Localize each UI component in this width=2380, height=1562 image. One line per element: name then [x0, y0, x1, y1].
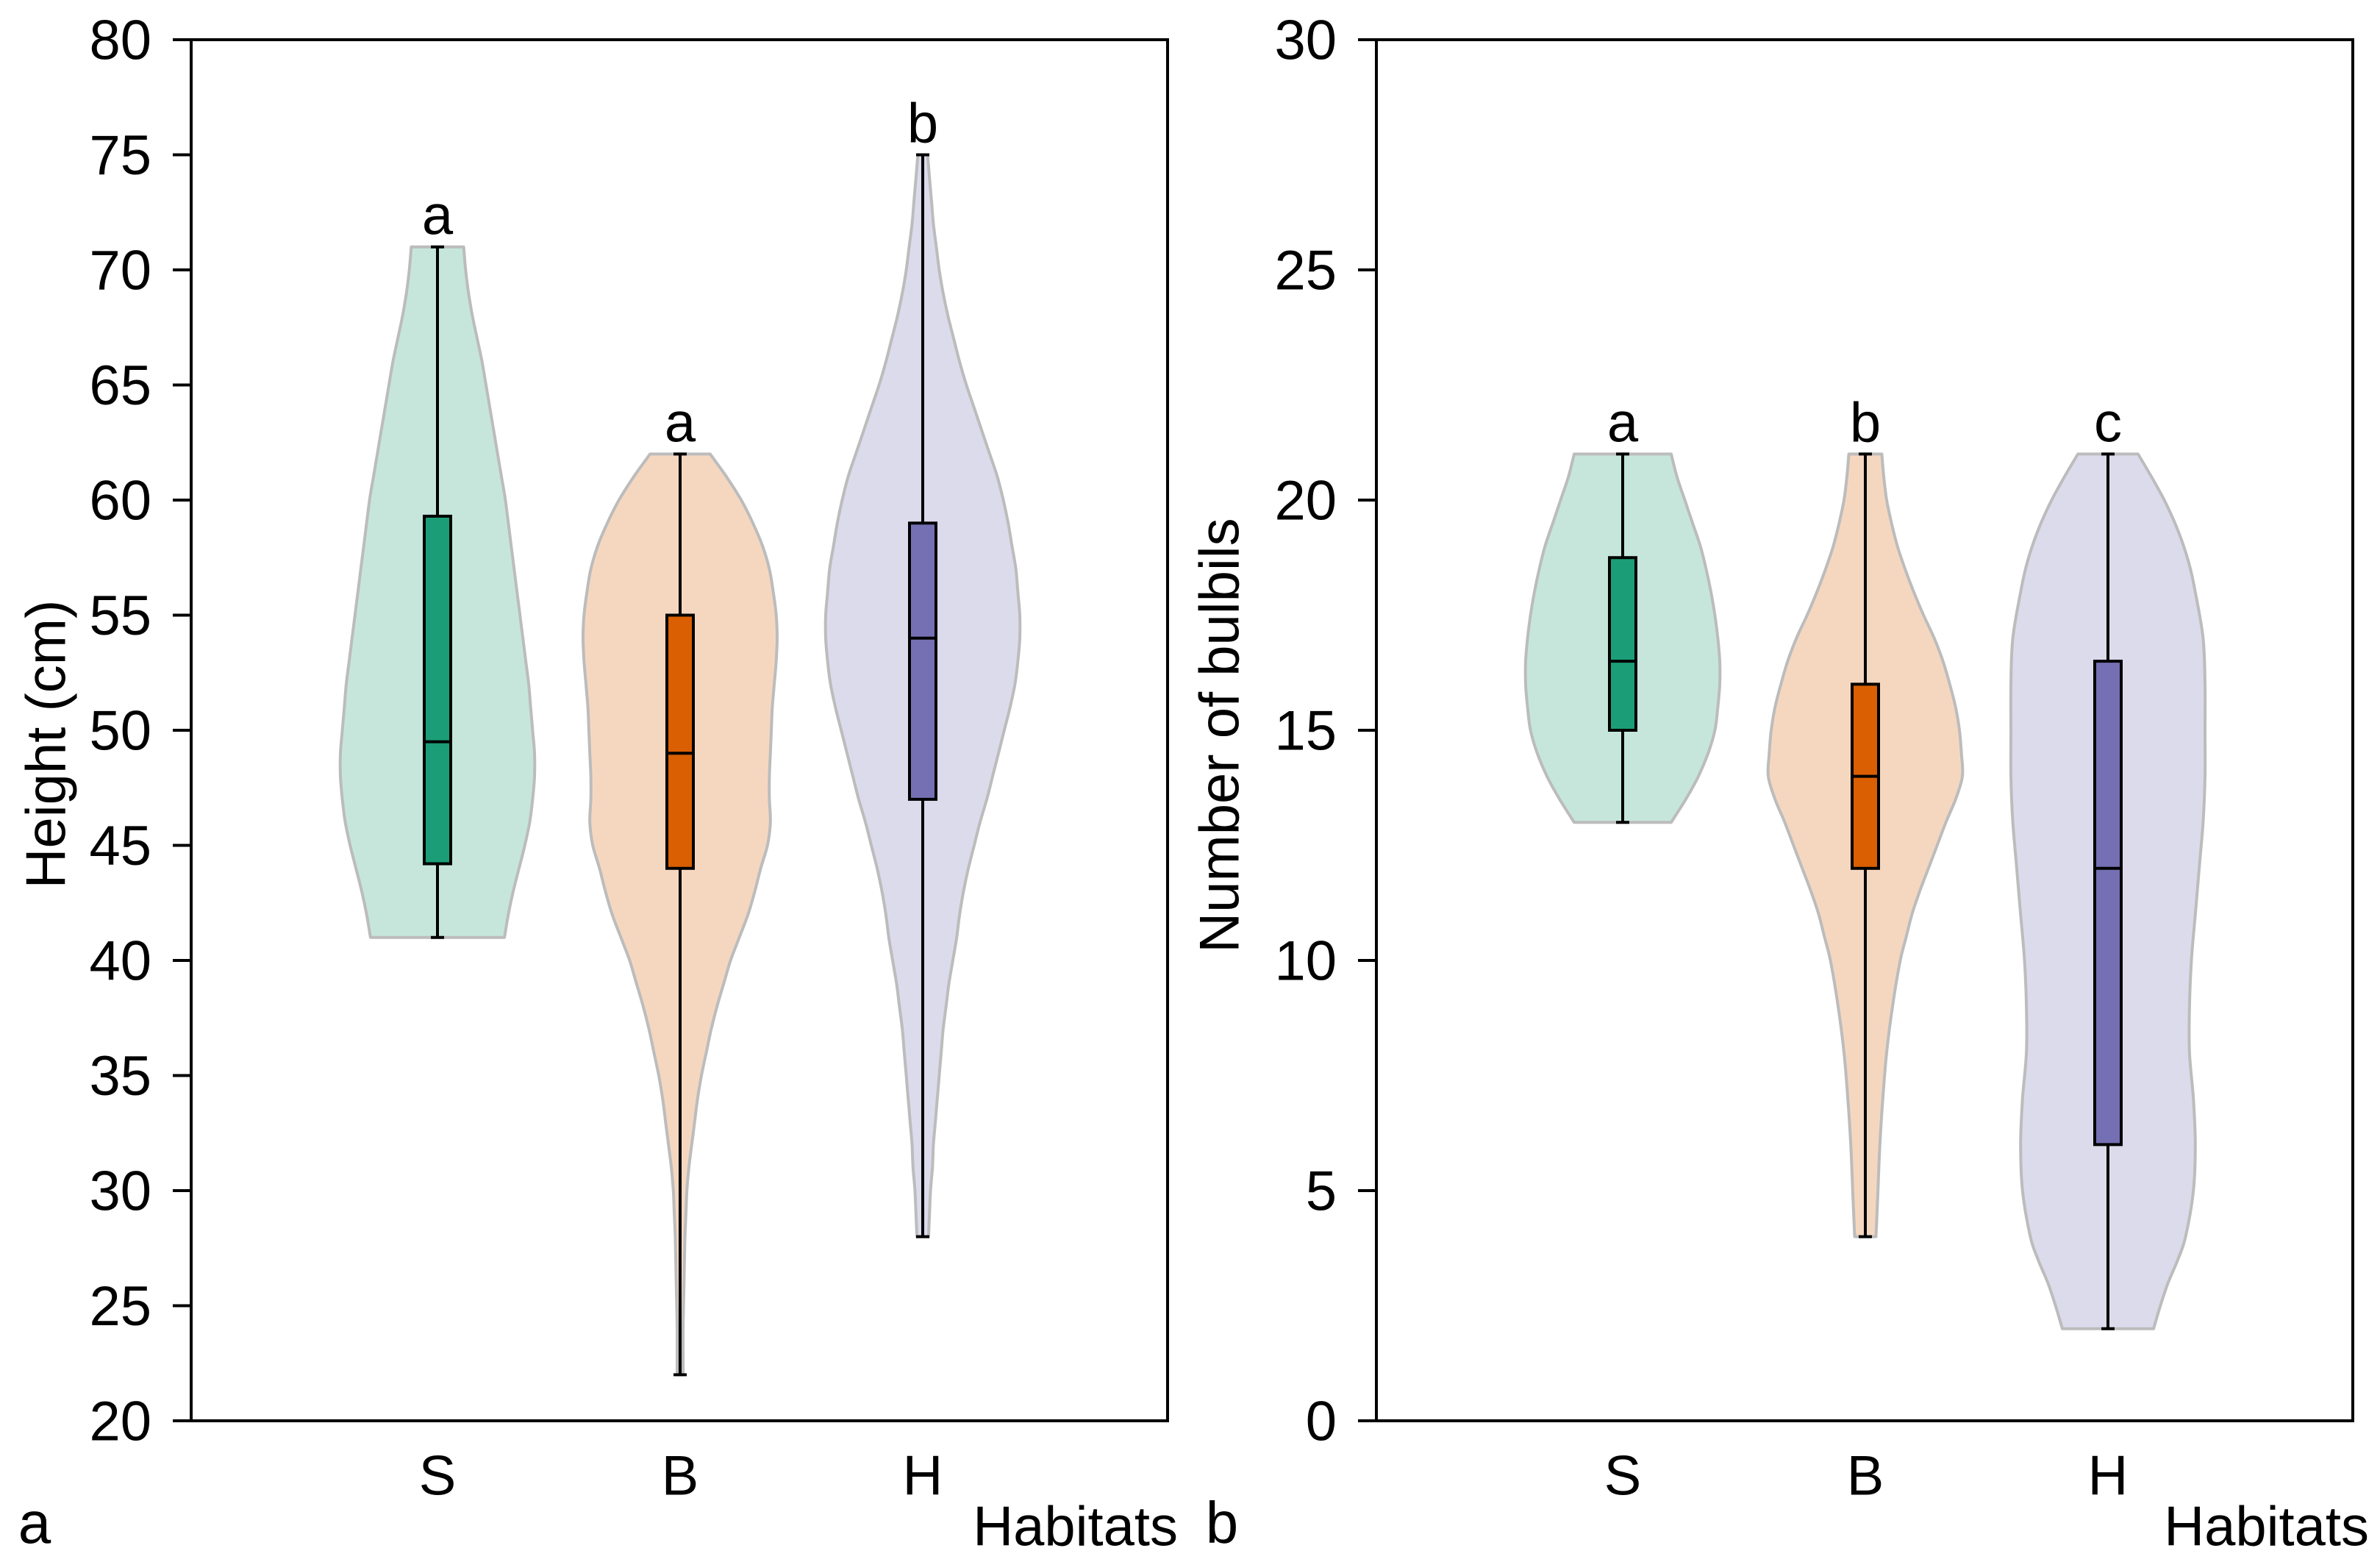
significance-label-s: a [1607, 391, 1639, 454]
y-tick-label: 25 [1274, 240, 1337, 302]
y-tick-label: 30 [1274, 10, 1337, 72]
y-tick-label: 25 [89, 1275, 151, 1338]
violin-group-s: a [338, 185, 537, 939]
y-tick-label: 50 [89, 700, 151, 763]
violin-group-h: c [2009, 391, 2207, 1330]
panel-label: b [1206, 1490, 1239, 1555]
y-tick-label: 40 [89, 930, 151, 993]
violin-group-b: b [1766, 391, 1965, 1238]
panel-a-height: a Sa Bb H 20 25 30 35 40 45 50 55 60 65 70 75 80 Height (… [15, 10, 1178, 1558]
y-tick-label: 75 [89, 124, 151, 187]
box-s [1608, 556, 1637, 732]
x-tick-label-h: H [903, 1445, 943, 1508]
x-axis-label: Habitats [973, 1496, 1178, 1558]
y-tick-label: 60 [89, 470, 151, 532]
y-tick-label: 45 [89, 815, 151, 877]
box-h [2093, 660, 2123, 1146]
significance-label-h: b [907, 93, 938, 155]
violin-group-b: a [582, 391, 779, 1377]
panel-b-bulbils: a Sb Bc H 0 5 10 15 20 25 30 Number of bulbils Habit… [1189, 10, 2369, 1558]
y-tick-label: 5 [1306, 1160, 1337, 1223]
x-tick-label-b: B [1847, 1445, 1884, 1508]
panel-label: a [18, 1490, 51, 1555]
y-tick-label: 20 [1274, 470, 1337, 532]
y-tick-label: 80 [89, 10, 151, 72]
significance-label-b: a [665, 391, 696, 454]
y-axis-label: Height (cm) [15, 600, 78, 889]
y-tick-label: 0 [1306, 1391, 1337, 1453]
y-tick-label: 30 [89, 1160, 151, 1223]
y-tick-label: 65 [89, 354, 151, 417]
y-tick-label: 20 [89, 1391, 151, 1453]
x-axis-label: Habitats [2164, 1496, 2369, 1558]
y-axis-label: Number of bulbils [1189, 518, 1251, 952]
axes-frame [1375, 38, 2354, 1422]
y-tick-label: 15 [1274, 700, 1337, 763]
x-tick-label-h: H [2088, 1445, 2129, 1508]
box-h [908, 521, 937, 801]
axes-frame [190, 38, 1169, 1422]
y-tick-label: 55 [89, 585, 151, 647]
x-tick-label-s: S [419, 1445, 457, 1508]
x-tick-label-b: B [662, 1445, 699, 1508]
box-s [423, 514, 452, 866]
violin-group-s: a [1523, 391, 1722, 824]
y-tick-label: 70 [89, 240, 151, 302]
box-b [665, 613, 695, 870]
y-tick-label: 10 [1274, 930, 1337, 993]
y-tick-label: 35 [89, 1045, 151, 1108]
violin-group-h: b [823, 93, 1022, 1238]
x-tick-label-s: S [1604, 1445, 1642, 1508]
significance-label-h: c [2094, 391, 2122, 454]
significance-label-s: a [422, 185, 454, 247]
significance-label-b: b [1850, 391, 1881, 454]
